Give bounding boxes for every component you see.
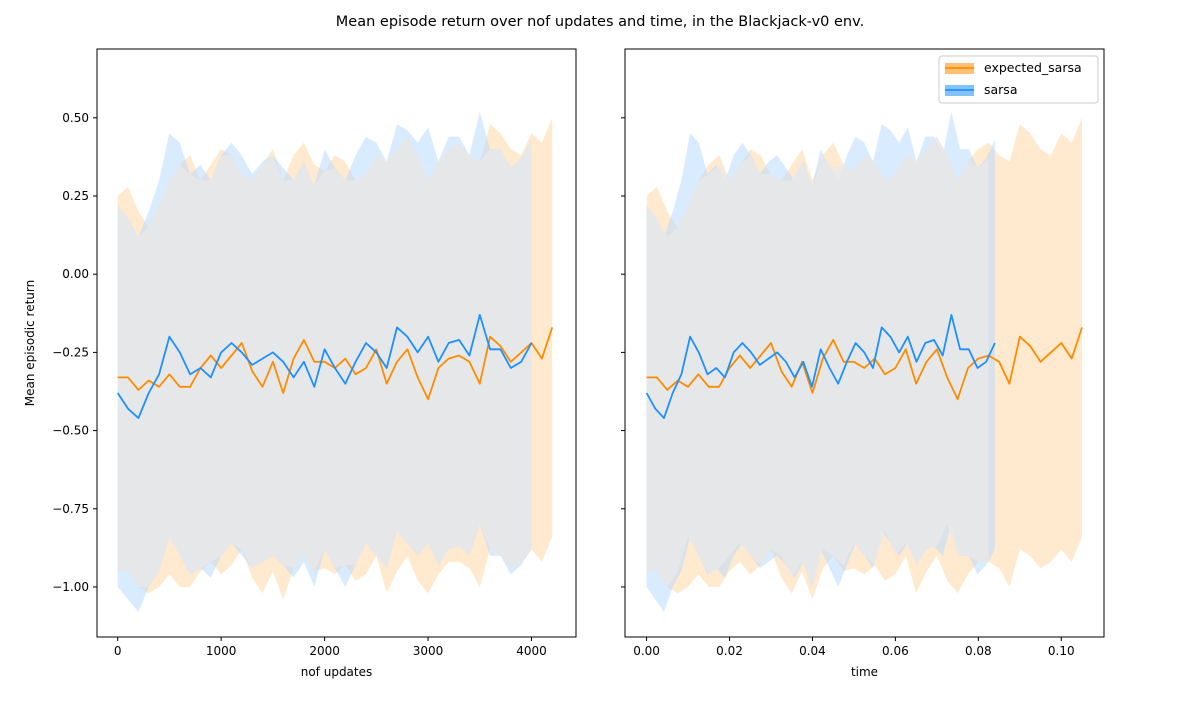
- chart-title: Mean episode return over nof updates and…: [336, 14, 864, 30]
- x-tick-label: 0.00: [633, 644, 660, 658]
- panel-time: 0.00 0.02 0.04 0.06 0.08 0.10 time expected_sar…: [621, 48, 1105, 679]
- y-tick-label: −1.00: [52, 580, 89, 594]
- plot-area: [116, 111, 554, 612]
- legend-frame: [938, 55, 1099, 104]
- x-tick-label: 0.06: [882, 644, 909, 658]
- line-expected-sarsa: [646, 327, 1083, 401]
- x-tick-label: 1000: [206, 644, 237, 658]
- plot-area: [645, 111, 1083, 612]
- y-tick-label: 0.50: [62, 111, 89, 125]
- x-tick-label: 0: [114, 644, 122, 658]
- line-sarsa: [645, 313, 996, 420]
- y-tick-label: −0.50: [52, 424, 89, 438]
- x-tick-label: 0.04: [799, 644, 826, 658]
- line-sarsa: [116, 313, 533, 420]
- x-tick-label: 0.02: [716, 644, 743, 658]
- plot-frame: [96, 48, 577, 638]
- y-tick-label: 0.00: [62, 267, 89, 281]
- legend-label-expected-sarsa: expected_sarsa: [984, 60, 1082, 75]
- legend-label-sarsa: sarsa: [984, 82, 1017, 97]
- y-tick-label: −0.25: [52, 345, 89, 359]
- panel-nof-updates: 0 1000 2000 3000 4000 −1.00 −0.75 −0.50 −0.25 0.0…: [23, 48, 577, 679]
- x-axis-label: nof updates: [301, 665, 373, 679]
- plot-frame: [624, 48, 1105, 638]
- x-tick-label: 0.08: [965, 644, 992, 658]
- x-tick-label: 0.10: [1048, 644, 1075, 658]
- x-tick-label: 3000: [413, 644, 444, 658]
- x-axis-label: time: [851, 665, 878, 679]
- x-tick-label: 2000: [309, 644, 340, 658]
- y-axis-label: Mean episodic return: [23, 280, 37, 407]
- y-tick-label: 0.25: [62, 189, 89, 203]
- x-tick-label: 4000: [516, 644, 547, 658]
- y-tick-label: −0.75: [52, 502, 89, 516]
